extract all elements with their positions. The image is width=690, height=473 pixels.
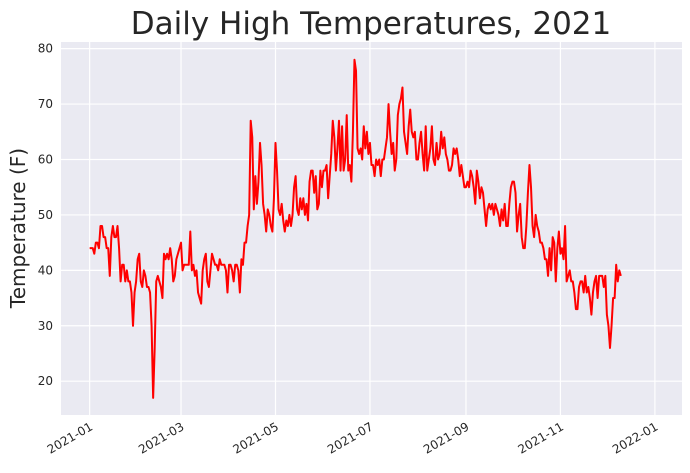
grid-lines xyxy=(61,42,682,415)
y-tick-label: 50 xyxy=(38,208,53,222)
x-tick-label: 2021-11 xyxy=(516,419,566,456)
x-tick-label: 2021-07 xyxy=(325,419,375,456)
x-tick-label: 2021-01 xyxy=(45,419,95,456)
y-axis-label: Temperature (F) xyxy=(6,148,30,309)
y-tick-label: 80 xyxy=(38,42,53,56)
x-tick-label: 2021-03 xyxy=(136,419,186,456)
y-tick-label: 40 xyxy=(38,263,53,277)
chart-title: Daily High Temperatures, 2021 xyxy=(131,6,612,42)
y-tick-label: 60 xyxy=(38,152,53,166)
x-tick-label: 2021-05 xyxy=(231,419,281,456)
x-tick-label: 2022-01 xyxy=(610,419,660,456)
x-axis-tick-labels: 2021-01 2021-03 2021-05 2021-07 2021-09 2021-… xyxy=(45,419,661,456)
y-tick-label: 20 xyxy=(38,374,53,388)
y-tick-label: 30 xyxy=(38,319,53,333)
y-tick-label: 70 xyxy=(38,97,53,111)
temperature-series-line xyxy=(89,58,622,399)
y-axis-tick-labels: 20 30 40 50 60 70 80 xyxy=(38,42,53,389)
x-tick-label: 2021-09 xyxy=(421,419,471,456)
